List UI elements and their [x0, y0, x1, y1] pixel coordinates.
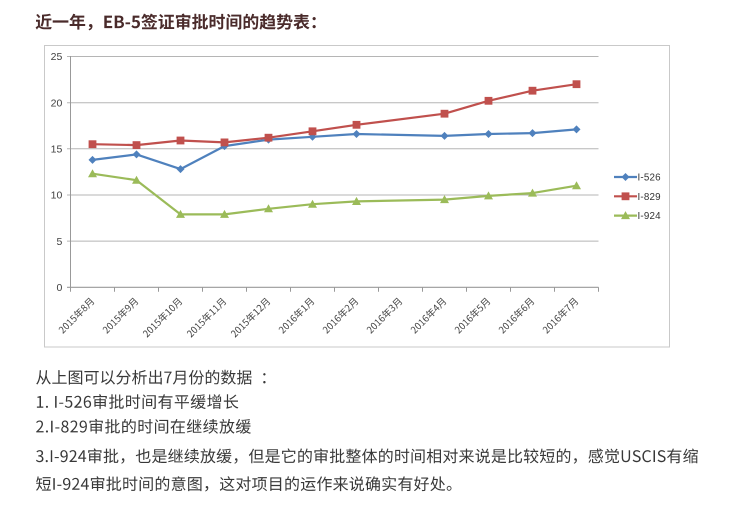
svg-text:5: 5 — [56, 236, 62, 248]
svg-text:25: 25 — [51, 51, 63, 63]
svg-text:10: 10 — [51, 190, 63, 202]
svg-text:I-526: I-526 — [638, 173, 662, 184]
svg-text:I-924: I-924 — [638, 211, 662, 222]
svg-text:15: 15 — [51, 144, 63, 156]
svg-text:0: 0 — [56, 282, 62, 294]
svg-text:20: 20 — [51, 97, 63, 109]
svg-text:I-829: I-829 — [638, 192, 661, 203]
